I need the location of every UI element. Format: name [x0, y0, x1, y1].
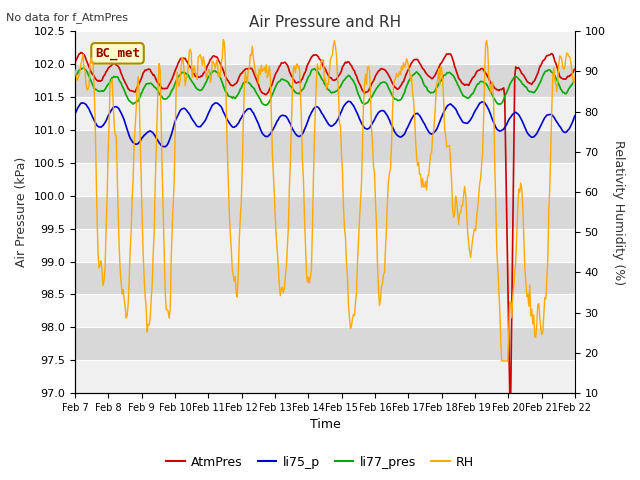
Bar	[75, 31, 575, 64]
Bar	[75, 64, 575, 97]
Bar	[75, 97, 575, 130]
Bar	[75, 130, 575, 163]
Bar	[75, 360, 575, 393]
X-axis label: Time: Time	[310, 419, 340, 432]
Text: BC_met: BC_met	[95, 47, 140, 60]
Legend: AtmPres, li75_p, li77_pres, RH: AtmPres, li75_p, li77_pres, RH	[161, 451, 479, 474]
Bar	[75, 196, 575, 228]
Bar	[75, 262, 575, 294]
Bar	[75, 228, 575, 262]
Bar	[75, 294, 575, 327]
Y-axis label: Air Pressure (kPa): Air Pressure (kPa)	[15, 157, 28, 267]
Text: No data for f_AtmPres: No data for f_AtmPres	[6, 12, 129, 23]
Title: Air Pressure and RH: Air Pressure and RH	[249, 15, 401, 30]
Bar	[75, 327, 575, 360]
Bar	[75, 163, 575, 196]
Y-axis label: Relativity Humidity (%): Relativity Humidity (%)	[612, 140, 625, 285]
